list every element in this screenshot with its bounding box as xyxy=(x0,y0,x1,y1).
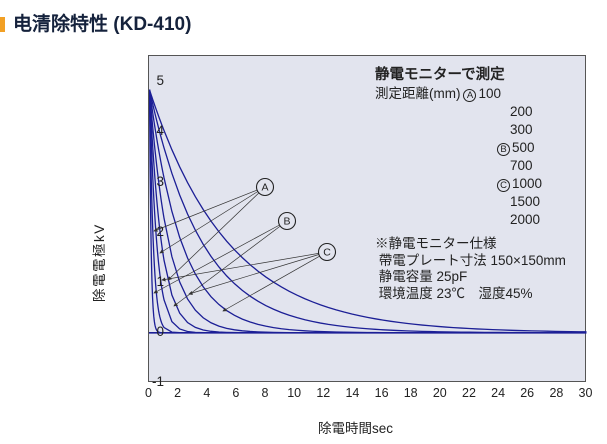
svg-text:A: A xyxy=(261,182,268,194)
svg-text:C: C xyxy=(323,247,331,259)
svg-text:B: B xyxy=(283,216,290,228)
